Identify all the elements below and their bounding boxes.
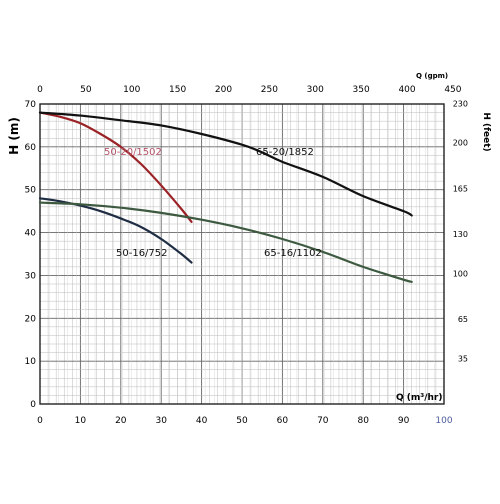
x-top-tick-label: 300 — [307, 85, 324, 95]
y-right-tick-label: 35 — [458, 354, 468, 363]
series-label-50-20-1502: 50-20/1502 — [104, 147, 162, 158]
x-top-tick-label: 350 — [353, 85, 370, 95]
x-top-tick-label: 200 — [215, 85, 232, 95]
x-top-tick-label: 100 — [123, 85, 140, 95]
x-top-tick-label: 0 — [37, 85, 43, 95]
y-right-tick-label: 130 — [453, 230, 468, 239]
series-label-65-16-1102: 65-16/1102 — [264, 248, 322, 259]
x-tick-label: 80 — [357, 416, 369, 426]
y-left-tick-label: 30 — [25, 271, 37, 281]
x-tick-label: 90 — [398, 416, 410, 426]
x-tick-label: 50 — [236, 416, 248, 426]
y-left-tick-label: 70 — [25, 100, 37, 110]
x-tick-label: 10 — [75, 416, 87, 426]
plot-frame — [39, 103, 445, 405]
x-tick-label: 0 — [37, 416, 43, 426]
y-left-tick-label: 60 — [25, 143, 37, 153]
y-axis-right-title: H (feet) — [481, 112, 491, 151]
y-right-tick-label: 230 — [453, 100, 468, 109]
x-top-tick-label: 50 — [80, 85, 92, 95]
y-left-tick-label: 0 — [30, 400, 36, 410]
x-top-tick-label: 450 — [444, 85, 461, 95]
series-line-65-16-1102 — [38, 201, 413, 283]
series-labels: 50-20/1502 65-20/1852 50-16/752 65-16/1102 — [104, 147, 322, 259]
x-tick-label: 100 — [435, 416, 452, 426]
x-tick-label: 60 — [277, 416, 289, 426]
x-top-tick-label: 150 — [169, 85, 186, 95]
y-left-tick-label: 40 — [25, 229, 37, 239]
series-line-50-20-1502 — [38, 111, 193, 223]
y-left-tick-label: 10 — [25, 357, 37, 367]
series-label-65-20-1852: 65-20/1852 — [256, 147, 314, 158]
y-axis-left-title: H (m) — [7, 117, 21, 155]
x-tick-label: 40 — [196, 416, 208, 426]
y-right-tick-label: 200 — [453, 139, 468, 148]
x-top-tick-label: 400 — [398, 85, 415, 95]
y-right-tick-label: 100 — [453, 269, 468, 278]
series-lines — [38, 111, 413, 283]
y-right-tick-label: 165 — [453, 184, 468, 193]
grid — [39, 103, 445, 405]
y-right-tick-label: 65 — [458, 315, 468, 324]
x-tick-label: 30 — [155, 416, 167, 426]
x-top-tick-label: 250 — [261, 85, 278, 95]
y-left-tick-label: 20 — [25, 314, 37, 324]
series-line-65-20-1852 — [38, 111, 413, 217]
y-left-tick-label: 50 — [25, 186, 37, 196]
x-axis-bottom-title: Q (m³/hr) — [396, 393, 442, 403]
x-tick-label: 20 — [115, 416, 127, 426]
series-label-50-16-752: 50-16/752 — [116, 248, 168, 259]
series-line-50-16-752 — [38, 197, 193, 264]
plot-border — [39, 103, 445, 405]
x-axis-top-title: Q (gpm) — [416, 72, 448, 80]
x-tick-label: 70 — [317, 416, 329, 426]
